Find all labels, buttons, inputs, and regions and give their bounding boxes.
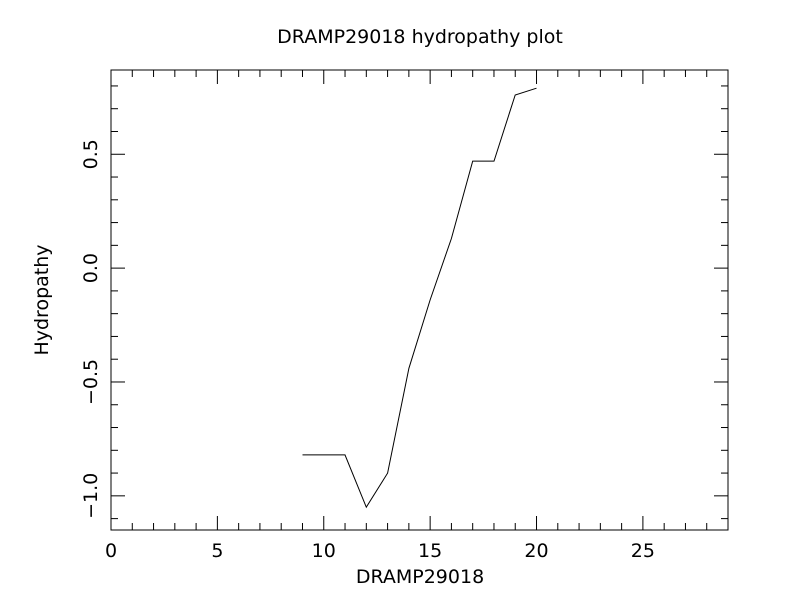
chart-title: DRAMP29018 hydropathy plot xyxy=(277,26,563,48)
y-axis-ticks xyxy=(111,85,728,520)
x-axis-tick-labels: 0 5 10 15 20 25 xyxy=(105,540,655,562)
hydropathy-series-line xyxy=(302,87,537,509)
y-axis-label: Hydropathy xyxy=(31,244,53,355)
x-tick-label: 20 xyxy=(524,540,548,562)
y-tick-label: −1.0 xyxy=(80,473,102,519)
plot-frame xyxy=(110,69,729,531)
x-tick-label: 5 xyxy=(211,540,223,562)
x-tick-label: 25 xyxy=(631,540,655,562)
y-tick-label: −0.5 xyxy=(80,359,102,405)
y-tick-label: 0.5 xyxy=(80,139,102,169)
y-axis-tick-labels: −1.0 −0.5 0.0 0.5 xyxy=(80,139,102,519)
x-tick-label: 10 xyxy=(312,540,336,562)
x-axis-label: DRAMP29018 xyxy=(356,566,484,588)
x-tick-label: 15 xyxy=(418,540,442,562)
x-tick-label: 0 xyxy=(105,540,117,562)
y-tick-label: 0.0 xyxy=(80,253,102,283)
x-axis-ticks xyxy=(110,70,729,530)
